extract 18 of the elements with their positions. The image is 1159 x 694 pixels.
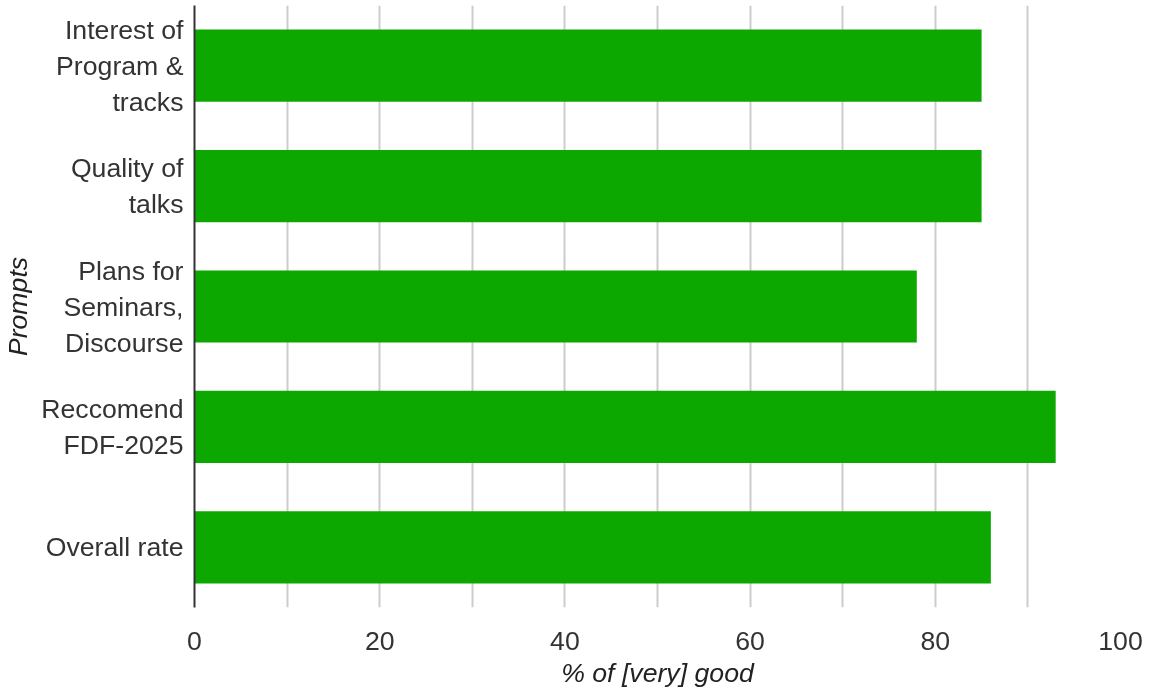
bar bbox=[194, 149, 982, 223]
bar bbox=[194, 511, 991, 584]
y-axis-title: Prompts bbox=[3, 256, 34, 357]
y-tick-label: Interest of Program & tracks bbox=[56, 14, 185, 117]
y-tick-label: Overall rate bbox=[45, 532, 184, 563]
x-tick-label: 0 bbox=[187, 625, 202, 656]
y-tick-label: Quality of talks bbox=[70, 153, 185, 220]
bar bbox=[194, 270, 917, 343]
y-tick-label: Plans for Seminars, Discourse bbox=[63, 255, 184, 358]
bar bbox=[194, 29, 982, 102]
x-axis-title: % of [very] good bbox=[561, 657, 755, 688]
x-tick-label: 100 bbox=[1098, 625, 1143, 656]
y-tick-label: Reccomend FDF-2025 bbox=[41, 393, 184, 460]
bar bbox=[194, 390, 1056, 464]
x-tick-label: 20 bbox=[364, 625, 395, 656]
x-tick-label: 60 bbox=[735, 625, 765, 656]
x-tick-label: 40 bbox=[550, 625, 580, 656]
x-tick-label: 80 bbox=[920, 625, 951, 656]
